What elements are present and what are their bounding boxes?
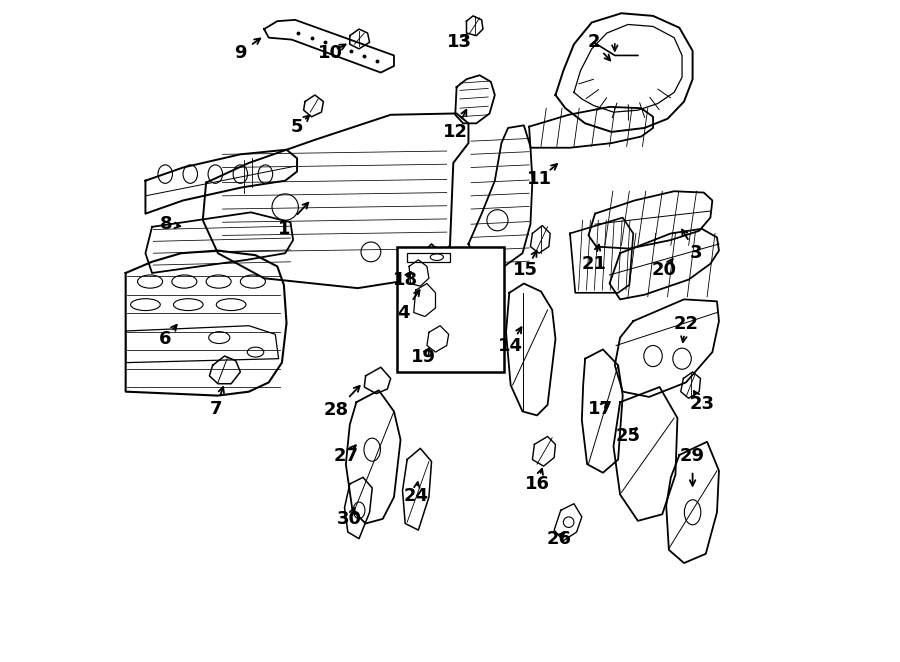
Text: 16: 16	[525, 475, 550, 493]
Text: 12: 12	[443, 123, 468, 141]
Text: 14: 14	[498, 336, 523, 355]
Text: 8: 8	[160, 215, 173, 233]
Text: 6: 6	[159, 330, 172, 348]
Text: 1: 1	[277, 220, 290, 238]
Text: 28: 28	[324, 401, 349, 419]
Text: 22: 22	[673, 315, 698, 334]
Text: 13: 13	[447, 33, 473, 51]
Text: 10: 10	[318, 44, 343, 62]
Text: 26: 26	[546, 530, 572, 547]
Text: 18: 18	[392, 271, 418, 289]
Text: 5: 5	[291, 118, 303, 136]
Text: 2: 2	[588, 33, 600, 51]
Text: 27: 27	[333, 448, 358, 465]
Text: 17: 17	[588, 400, 613, 418]
Text: 7: 7	[210, 400, 222, 418]
Text: 15: 15	[513, 261, 538, 279]
Text: 9: 9	[234, 44, 247, 62]
Text: 25: 25	[616, 428, 641, 446]
Bar	[397, 247, 504, 372]
Text: 21: 21	[581, 255, 607, 273]
Text: 30: 30	[338, 510, 363, 528]
Text: 19: 19	[411, 348, 436, 366]
Text: 11: 11	[526, 170, 552, 189]
Text: 3: 3	[690, 244, 703, 262]
Text: 4: 4	[398, 304, 410, 322]
Bar	[407, 252, 450, 261]
Text: 20: 20	[652, 261, 677, 279]
Text: 24: 24	[403, 487, 428, 505]
Text: 23: 23	[689, 395, 715, 412]
Text: 29: 29	[680, 448, 705, 465]
